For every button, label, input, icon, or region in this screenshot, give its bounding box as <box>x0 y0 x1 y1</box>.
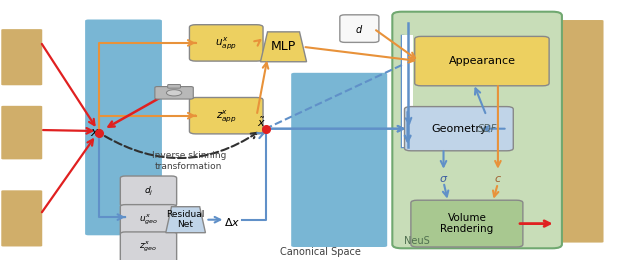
Text: $z^x_{app}$: $z^x_{app}$ <box>216 108 237 124</box>
Circle shape <box>166 90 182 96</box>
FancyBboxPatch shape <box>415 36 549 86</box>
FancyBboxPatch shape <box>404 107 513 151</box>
FancyBboxPatch shape <box>1 29 42 85</box>
Text: $u^x_{app}$: $u^x_{app}$ <box>215 35 237 51</box>
FancyBboxPatch shape <box>120 176 177 206</box>
FancyBboxPatch shape <box>555 20 604 243</box>
FancyBboxPatch shape <box>411 200 523 247</box>
Text: Volume
Rendering: Volume Rendering <box>440 213 493 235</box>
FancyBboxPatch shape <box>168 84 180 88</box>
Text: $d$: $d$ <box>355 23 364 35</box>
FancyBboxPatch shape <box>189 98 263 134</box>
FancyBboxPatch shape <box>340 15 379 42</box>
Text: $u^x_{geo}$: $u^x_{geo}$ <box>139 213 158 227</box>
Text: Geometry: Geometry <box>431 124 486 134</box>
Text: $c$: $c$ <box>494 174 502 184</box>
FancyBboxPatch shape <box>291 73 387 247</box>
Text: $z^x_{geo}$: $z^x_{geo}$ <box>140 240 157 254</box>
Text: $\sigma$: $\sigma$ <box>439 174 448 184</box>
Polygon shape <box>166 207 205 233</box>
Text: $\Delta x$: $\Delta x$ <box>223 216 240 228</box>
Text: Appearance: Appearance <box>449 56 515 66</box>
Text: $\tilde{x}$: $\tilde{x}$ <box>257 116 266 129</box>
FancyBboxPatch shape <box>189 25 263 61</box>
Text: Inverse skinning
transformation: Inverse skinning transformation <box>152 152 226 171</box>
FancyBboxPatch shape <box>1 106 42 159</box>
FancyBboxPatch shape <box>85 20 162 235</box>
Text: Residual
Net: Residual Net <box>166 210 205 229</box>
FancyBboxPatch shape <box>155 87 193 99</box>
Text: SDF: SDF <box>478 124 497 134</box>
Text: $d_j$: $d_j$ <box>144 185 153 198</box>
Text: Canonical Space: Canonical Space <box>280 247 360 257</box>
Text: NeuS: NeuS <box>404 236 430 246</box>
Text: MLP: MLP <box>271 40 296 53</box>
Polygon shape <box>260 32 307 62</box>
FancyBboxPatch shape <box>402 35 413 147</box>
FancyBboxPatch shape <box>392 12 562 248</box>
FancyBboxPatch shape <box>120 232 177 260</box>
FancyBboxPatch shape <box>1 190 42 246</box>
Text: $x$: $x$ <box>90 126 100 139</box>
FancyBboxPatch shape <box>120 205 177 235</box>
